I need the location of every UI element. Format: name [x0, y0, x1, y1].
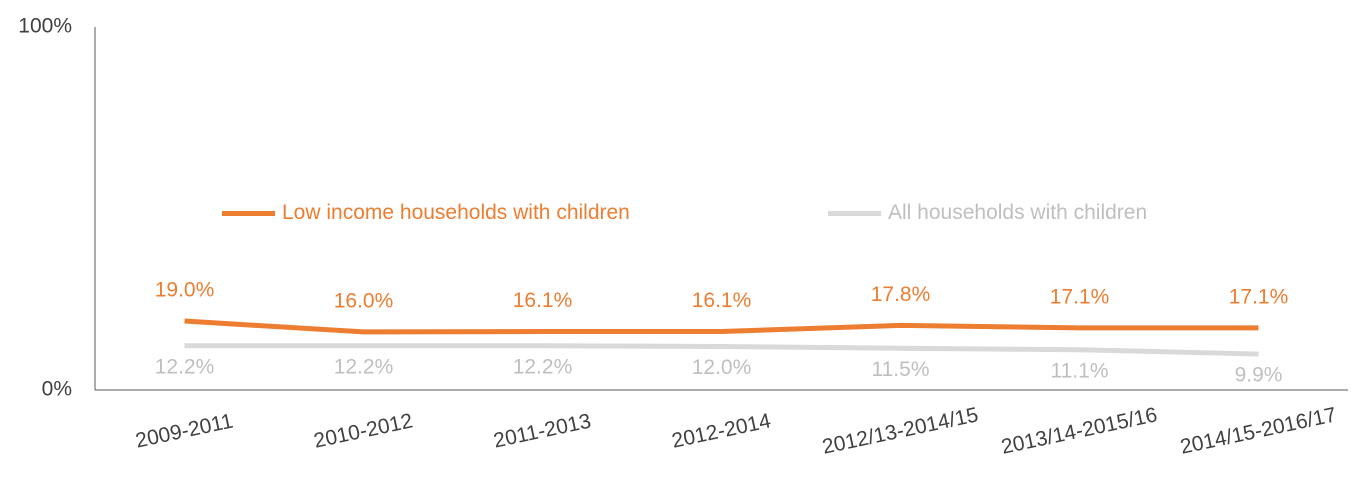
series-line: [184, 318, 1259, 335]
x-tick-label: 2014/15-2016/17: [1178, 403, 1338, 459]
y-tick-label: 0%: [42, 378, 72, 401]
data-label: 17.1%: [1229, 285, 1289, 308]
data-label: 16.1%: [513, 289, 573, 312]
data-label: 11.1%: [1051, 359, 1109, 382]
data-label: 9.9%: [1235, 364, 1283, 387]
data-label: 17.8%: [871, 283, 931, 306]
data-label: 17.1%: [1050, 285, 1110, 308]
data-label: 12.2%: [513, 355, 573, 378]
data-label: 19.0%: [155, 279, 215, 302]
data-label: 16.0%: [334, 289, 394, 312]
data-label: 12.2%: [155, 355, 215, 378]
x-tick-label: 2012/13-2014/15: [820, 403, 980, 459]
data-label: 16.1%: [692, 289, 752, 312]
x-tick-label: 2010-2012: [312, 409, 415, 452]
data-label: 12.2%: [334, 355, 394, 378]
y-tick-label: 100%: [18, 15, 72, 38]
x-tick-label: 2009-2011: [134, 410, 235, 453]
x-tick-label: 2011-2013: [492, 410, 593, 453]
legend-label: All households with children: [888, 201, 1147, 224]
x-tick-label: 2013/14-2015/16: [999, 403, 1159, 459]
data-label: 12.0%: [692, 356, 752, 379]
x-tick-label: 2012-2014: [670, 409, 773, 452]
series-line: [184, 343, 1259, 357]
legend-label: Low income households with children: [282, 201, 630, 224]
data-label: 11.5%: [872, 358, 930, 381]
